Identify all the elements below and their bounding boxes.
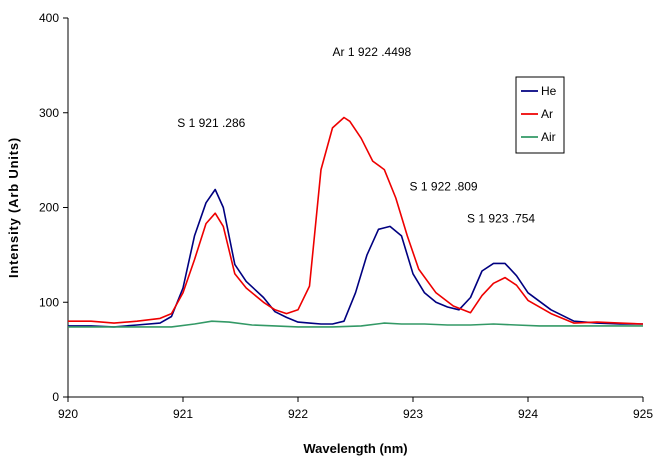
x-tick-label: 924 [518, 407, 538, 421]
y-tick-label: 200 [39, 201, 59, 215]
series-line-ar [68, 116, 644, 325]
plot-area: 920 921 922 923 924 925 0 100 200 300 400 Ar 1 92… [39, 11, 653, 421]
series-line-air [68, 320, 643, 328]
peak-annotation: S 1 922 .809 [410, 179, 478, 193]
x-tick-label: 925 [633, 407, 653, 421]
x-tick-label: 920 [58, 407, 78, 421]
series-lines [68, 116, 644, 328]
peak-annotation: S 1 921 .286 [177, 116, 245, 130]
x-tick-label: 922 [288, 407, 308, 421]
x-axis-title: Wavelength (nm) [303, 441, 407, 456]
y-tick-label: 400 [39, 11, 59, 25]
x-tick-label: 921 [173, 407, 193, 421]
legend: He Ar Air [515, 76, 565, 154]
y-tick-label: 300 [39, 106, 59, 120]
y-tick-label: 100 [39, 295, 59, 309]
y-axis-ticks: 0 100 200 300 400 [39, 11, 68, 404]
y-axis-title: Intensity (Arb Units) [6, 137, 21, 278]
y-tick-label: 0 [52, 390, 59, 404]
legend-label-he: He [541, 84, 557, 98]
legend-label-ar: Ar [541, 107, 553, 121]
legend-box [515, 76, 565, 154]
legend-items: He Ar Air [521, 84, 557, 144]
series-line-he [68, 188, 643, 328]
x-axis-ticks: 920 921 922 923 924 925 [58, 397, 653, 421]
peak-annotation: S 1 923 .754 [467, 212, 535, 226]
legend-label-air: Air [541, 130, 556, 144]
peak-annotations: Ar 1 922 .4498 S 1 921 .286 S 1 922 .809 S … [177, 45, 535, 226]
x-tick-label: 923 [403, 407, 423, 421]
peak-annotation: Ar 1 922 .4498 [333, 45, 412, 59]
